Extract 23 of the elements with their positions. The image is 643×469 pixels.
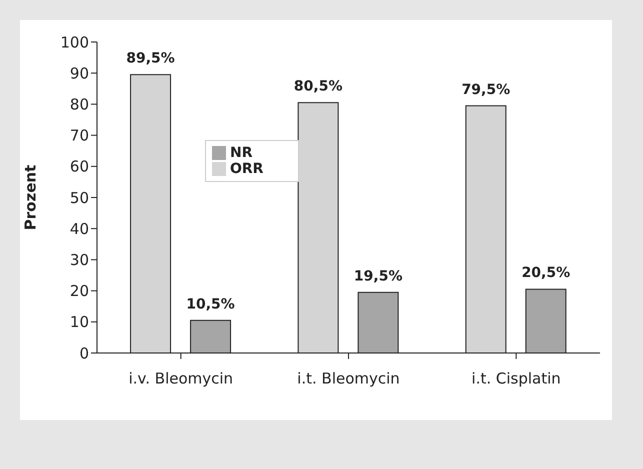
y-tick-label: 10 xyxy=(70,313,89,332)
legend-label: ORR xyxy=(230,161,264,177)
y-tick-label: 50 xyxy=(70,188,89,207)
y-tick-label: 60 xyxy=(70,158,89,176)
y-tick-label: 40 xyxy=(70,220,89,238)
y-axis-title: Prozent xyxy=(21,164,40,230)
data-label: 79,5% xyxy=(462,82,510,98)
y-tick-label: 30 xyxy=(70,251,89,270)
x-tick-label: i.t. Bleomycin xyxy=(297,370,400,388)
data-label: 10,5% xyxy=(186,296,235,312)
x-tick-label: i.t. Cisplatin xyxy=(472,370,561,388)
y-tick-label: 20 xyxy=(70,282,89,300)
y-tick-label: 80 xyxy=(70,96,89,114)
y-tick-label: 0 xyxy=(79,344,89,362)
data-label: 20,5% xyxy=(522,265,570,282)
data-label: 19,5% xyxy=(354,268,402,284)
data-label: 80,5% xyxy=(294,78,342,95)
x-tick-label: i.v. Bleomycin xyxy=(128,370,234,388)
y-tick-label: 90 xyxy=(70,64,89,82)
data-label: 89,5% xyxy=(126,50,175,67)
legend-label: NR xyxy=(230,145,252,161)
y-tick-label: 100 xyxy=(60,33,89,52)
y-tick-label: 70 xyxy=(70,126,89,145)
